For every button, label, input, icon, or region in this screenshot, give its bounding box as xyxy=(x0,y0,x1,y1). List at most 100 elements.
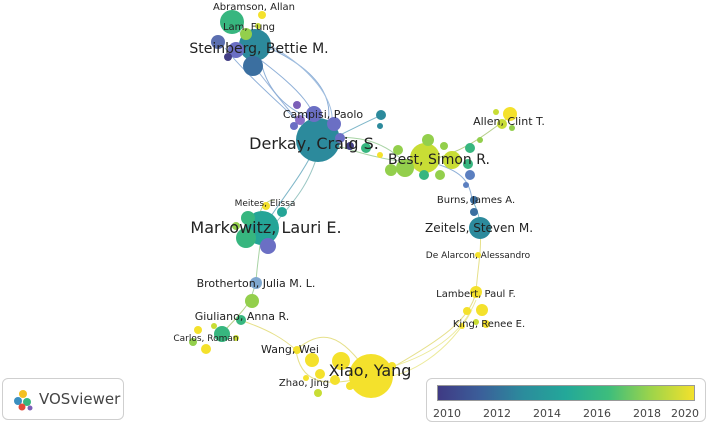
network-node[interactable] xyxy=(349,354,393,398)
network-node[interactable] xyxy=(295,115,305,125)
legend-tick: 2020 xyxy=(671,407,699,420)
network-node[interactable] xyxy=(250,277,262,289)
node-label[interactable]: Abramson, Allan xyxy=(213,2,295,13)
network-node[interactable] xyxy=(315,369,325,379)
network-node[interactable] xyxy=(435,170,445,180)
network-node[interactable] xyxy=(240,28,252,40)
network-node[interactable] xyxy=(211,323,217,329)
network-node[interactable] xyxy=(258,11,266,19)
node-label[interactable]: Lam, Fung xyxy=(223,22,275,33)
network-node[interactable] xyxy=(220,10,244,34)
node-label[interactable]: Steinberg, Bettie M. xyxy=(189,41,328,57)
network-node[interactable] xyxy=(243,56,263,76)
node-label[interactable]: Lambert, Paul F. xyxy=(436,289,516,300)
network-node[interactable] xyxy=(443,151,461,169)
network-node[interactable] xyxy=(236,315,246,325)
network-node[interactable] xyxy=(509,125,515,131)
network-node[interactable] xyxy=(493,109,499,115)
network-node[interactable] xyxy=(440,142,448,150)
network-node[interactable] xyxy=(470,208,478,216)
network-node[interactable] xyxy=(277,207,287,217)
network-node[interactable] xyxy=(463,159,473,169)
network-node[interactable] xyxy=(422,134,434,146)
network-node[interactable] xyxy=(377,152,383,158)
network-node[interactable] xyxy=(385,164,397,176)
network-node[interactable] xyxy=(262,202,270,210)
network-node[interactable] xyxy=(476,304,488,316)
legend-tick: 2012 xyxy=(483,407,511,420)
network-node[interactable] xyxy=(503,107,517,121)
network-node[interactable] xyxy=(497,119,507,129)
network-node[interactable] xyxy=(396,159,414,177)
network-node[interactable] xyxy=(335,133,345,143)
network-node[interactable] xyxy=(290,122,298,130)
node-label[interactable]: Zhao, Jing xyxy=(279,378,329,389)
node-label[interactable]: King, Renee E. xyxy=(453,319,525,330)
legend-tick: 2010 xyxy=(433,407,461,420)
node-label[interactable]: Xiao, Yang xyxy=(329,361,412,380)
node-label[interactable]: Burns, James A. xyxy=(437,195,515,206)
network-node[interactable] xyxy=(241,211,255,225)
network-node[interactable] xyxy=(255,23,261,29)
network-node[interactable] xyxy=(376,110,386,120)
network-node[interactable] xyxy=(233,335,239,341)
network-node[interactable] xyxy=(477,137,483,143)
network-node[interactable] xyxy=(475,252,481,258)
node-label[interactable]: Meites, Elissa xyxy=(235,199,296,209)
link xyxy=(239,319,297,351)
node-label[interactable]: Giuliano, Anna R. xyxy=(195,310,290,323)
network-node[interactable] xyxy=(293,101,301,109)
network-node[interactable] xyxy=(305,353,319,367)
network-node[interactable] xyxy=(470,286,482,298)
network-node[interactable] xyxy=(377,123,383,129)
node-label[interactable]: De Alarcon, Alessandro xyxy=(426,251,531,261)
network-node[interactable] xyxy=(245,294,259,308)
network-node[interactable] xyxy=(260,238,276,254)
network-node[interactable] xyxy=(469,217,491,239)
network-node[interactable] xyxy=(189,338,197,346)
node-label[interactable]: Derkay, Craig S. xyxy=(249,134,379,153)
network-node[interactable] xyxy=(296,118,340,162)
network-node[interactable] xyxy=(393,145,403,155)
network-node[interactable] xyxy=(361,143,371,153)
node-label[interactable]: Allen, Clint T. xyxy=(473,115,545,128)
network-node[interactable] xyxy=(194,326,202,334)
network-node[interactable] xyxy=(293,346,301,354)
network-node[interactable] xyxy=(473,319,479,325)
network-node[interactable] xyxy=(211,35,225,49)
node-label[interactable]: Brotherton, Julia M. L. xyxy=(197,277,316,290)
network-node[interactable] xyxy=(346,142,354,150)
network-node[interactable] xyxy=(465,170,475,180)
network-node[interactable] xyxy=(465,143,475,153)
link xyxy=(394,291,477,367)
link xyxy=(261,65,311,119)
network-node[interactable] xyxy=(463,307,471,315)
network-node[interactable] xyxy=(346,382,354,390)
network-node[interactable] xyxy=(201,344,211,354)
network-node[interactable] xyxy=(224,53,232,61)
network-node[interactable] xyxy=(228,42,244,58)
node-label[interactable]: Campisi, Paolo xyxy=(283,108,364,121)
node-label[interactable]: Zeitels, Steven M. xyxy=(425,221,533,235)
network-node[interactable] xyxy=(314,389,322,397)
network-node[interactable] xyxy=(388,362,396,370)
network-node[interactable] xyxy=(332,352,350,370)
network-node[interactable] xyxy=(470,196,478,204)
node-label[interactable]: Wang, Wei xyxy=(261,343,319,356)
node-label[interactable]: Best, Simon R. xyxy=(388,152,490,168)
network-node[interactable] xyxy=(463,182,469,188)
network-node[interactable] xyxy=(306,106,322,122)
network-node[interactable] xyxy=(232,222,240,230)
network-node[interactable] xyxy=(330,375,340,385)
network-node[interactable] xyxy=(236,228,256,248)
network-node[interactable] xyxy=(482,320,490,328)
network-node[interactable] xyxy=(419,170,429,180)
network-node[interactable] xyxy=(327,117,341,131)
node-label[interactable]: Markowitz, Lauri E. xyxy=(190,218,341,237)
network-node[interactable] xyxy=(459,323,465,329)
node-label[interactable]: Carlos, Roman xyxy=(173,334,238,344)
network-node[interactable] xyxy=(303,375,309,381)
network-node[interactable] xyxy=(214,326,230,342)
network-node[interactable] xyxy=(410,143,440,173)
